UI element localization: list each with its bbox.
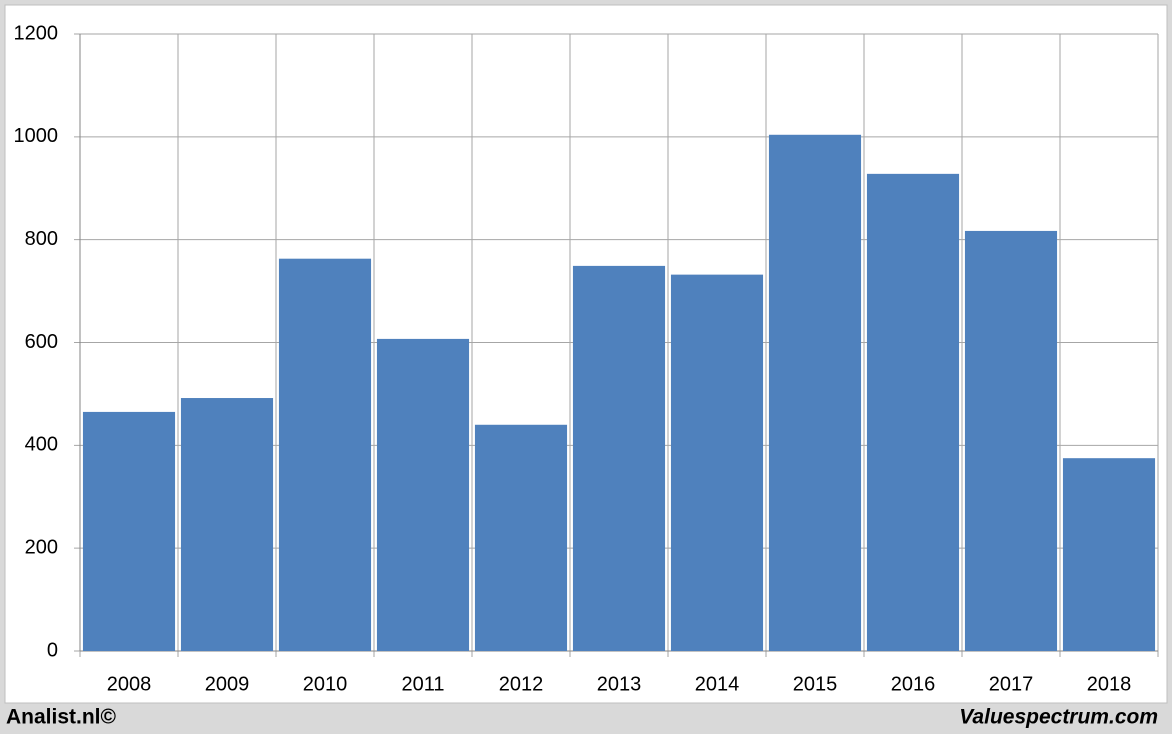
bar — [180, 398, 274, 651]
footer-right: Valuespectrum.com — [959, 706, 1158, 729]
y-tick-label: 200 — [25, 536, 58, 558]
x-tick-label: 2008 — [107, 673, 152, 695]
bar — [768, 134, 862, 651]
x-tick-label: 2016 — [891, 673, 936, 695]
x-tick-label: 2012 — [499, 673, 544, 695]
bar — [474, 424, 568, 651]
x-tick-label: 2011 — [401, 673, 444, 695]
y-tick-label: 800 — [25, 228, 58, 250]
x-tick-label: 2013 — [597, 673, 642, 695]
x-tick-label: 2018 — [1087, 673, 1132, 695]
x-tick-label: 2015 — [793, 673, 838, 695]
bar — [866, 173, 960, 651]
y-tick-label: 600 — [25, 331, 58, 353]
x-tick-label: 2017 — [989, 673, 1034, 695]
bar — [278, 258, 372, 651]
y-tick-label: 0 — [47, 639, 58, 661]
bar — [376, 338, 470, 651]
bar — [82, 411, 176, 651]
y-tick-label: 1200 — [14, 22, 59, 44]
y-tick-label: 1000 — [14, 125, 59, 147]
bar — [670, 274, 764, 651]
footer-left: Analist.nl© — [6, 706, 117, 729]
x-tick-label: 2009 — [205, 673, 250, 695]
bar — [964, 230, 1058, 651]
bar — [1062, 458, 1156, 651]
bar — [572, 265, 666, 651]
x-tick-label: 2014 — [695, 673, 740, 695]
x-tick-label: 2010 — [303, 673, 348, 695]
y-tick-label: 400 — [25, 434, 58, 456]
